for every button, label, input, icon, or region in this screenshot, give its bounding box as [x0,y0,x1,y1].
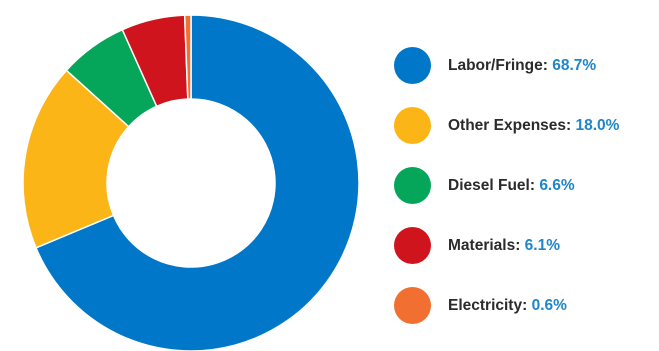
slice-electricity [183,14,192,100]
legend-value-labor-fringe: 68.7% [552,56,597,74]
legend-swatch-labor-fringe [394,47,431,84]
legend-label-labor-fringe: Labor/Fringe [448,56,543,74]
legend-label-diesel-fuel: Diesel Fuel [448,176,530,194]
legend-value-diesel-fuel: 6.6% [539,176,575,194]
legend-label-electricity: Electricity [448,296,523,314]
legend-value-other-expenses: 18.0% [575,116,620,134]
legend-label-materials: Materials [448,236,516,254]
legend-value-materials: 6.1% [524,236,561,254]
legend-value-electricity: 0.6% [531,296,567,314]
donut-chart [22,14,360,351]
legend-label-other-expenses: Other Expenses [448,116,567,134]
legend-item-other-expenses: Other Expenses: 18.0% [394,107,659,144]
legend-entry-materials: Materials: 6.1% [448,236,561,254]
legend-swatch-electricity [394,287,431,324]
legend-entry-labor-fringe: Labor/Fringe: 68.7% [448,56,597,74]
legend-item-electricity: Electricity: 0.6% [394,287,659,324]
legend-swatch-other-expenses [394,107,431,144]
legend-entry-other-expenses: Other Expenses: 18.0% [448,116,620,134]
legend-swatch-materials [394,227,431,264]
legend-entry-diesel-fuel: Diesel Fuel: 6.6% [448,176,575,194]
legend: Labor/Fringe: 68.7% Other Expenses: 18.0… [394,47,659,347]
legend-item-materials: Materials: 6.1% [394,227,659,264]
slice-labor-fringe [35,14,360,351]
legend-item-labor-fringe: Labor/Fringe: 68.7% [394,47,659,84]
legend-swatch-diesel-fuel [394,167,431,204]
legend-item-diesel-fuel: Diesel Fuel: 6.6% [394,167,659,204]
legend-entry-electricity: Electricity: 0.6% [448,296,567,314]
slice-other-expenses [22,69,130,249]
